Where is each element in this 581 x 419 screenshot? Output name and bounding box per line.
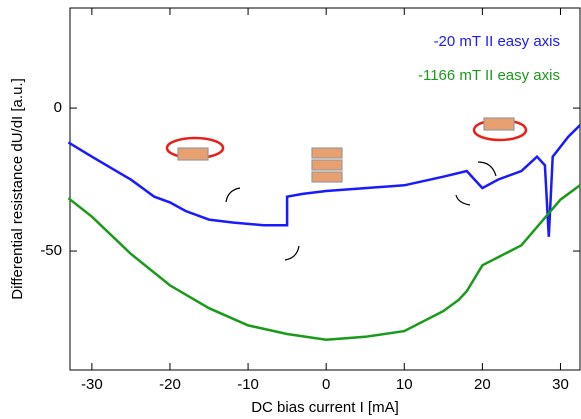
y-tick-label: 0 <box>54 99 62 116</box>
y-tick-label: -50 <box>40 242 62 259</box>
data-line <box>67 184 581 341</box>
legend-label: -1166 mT II easy axis <box>418 67 560 84</box>
x-tick-label: 10 <box>396 376 413 393</box>
x-tick-label: 30 <box>552 376 569 393</box>
x-tick-label: -20 <box>159 376 181 393</box>
legend-label: -20 mT II easy axis <box>434 33 560 50</box>
x-tick-label: -30 <box>81 376 103 393</box>
x-axis-label: DC bias current I [mA] <box>251 399 399 416</box>
x-tick-label: 0 <box>322 376 330 393</box>
x-tick-label: -10 <box>237 376 259 393</box>
x-tick-label: 20 <box>474 376 491 393</box>
decoration <box>165 117 528 261</box>
data-line <box>67 124 581 237</box>
plot-frame <box>69 7 581 371</box>
y-axis-label: Differential resistance dU/dI [a.u.] <box>9 78 26 300</box>
